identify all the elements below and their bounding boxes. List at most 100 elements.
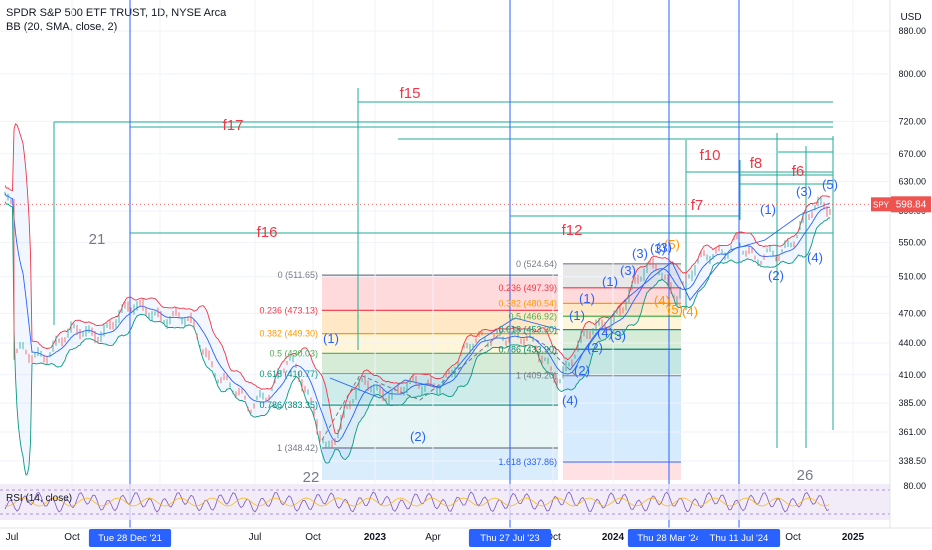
wave-label: (2) [574,363,590,378]
y-tick-label: 361.00 [898,427,926,437]
fib2-zone [563,287,681,304]
wave-label: (1) [569,308,585,323]
time-marker-tag: Thu 27 Jul '23 [480,533,539,544]
y-tick-label: 800.00 [898,69,926,79]
fib1-zone [322,275,558,311]
time-marker-tag-bg [88,529,172,547]
time-marker-tag: Tue 28 Dec '21 [98,533,162,544]
x-tick-label: Apr [425,532,441,543]
rsi-axis-label: 80.00 [903,481,926,491]
symbol-title[interactable]: SPDR S&P 500 ETF TRUST, 1D, NYSE Arca [6,7,227,19]
wave-label: (1) [579,291,595,306]
y-tick-label: 410.00 [898,370,926,380]
wave-label: (1) [760,202,776,217]
x-tick-label: Oct [64,532,80,543]
annotation-f6: f6 [792,163,805,180]
annotation-f8: f8 [750,155,763,172]
price-tag-bg [891,196,931,213]
fib2-level-label: 0.236 (497.39) [498,283,557,293]
fib2-zone-ext [563,461,681,480]
rsi-ma-line [4,497,830,507]
wave-label: (2) [410,429,426,444]
y-tick-label: 510.00 [898,272,926,282]
wave-label: (1) [323,331,339,346]
wave-label: (1) [602,274,618,289]
fib1-level-label: 1 (348.42) [277,443,318,453]
fib2-level-label: 0.786 (433.90) [498,344,557,354]
y-tick-label: 550.00 [898,238,926,248]
fib1-zone [322,353,558,374]
time-marker-tag: Thu 28 Mar '24 [637,533,701,544]
bb-lower-line [4,201,830,476]
fib2-zone [563,375,681,462]
fib2-level-label: 0.618 (453.30) [498,325,557,335]
wave-path-2 [569,202,831,371]
annotation-f16: f16 [257,224,278,241]
fib2-level-label: 0.5 (466.92) [508,311,557,321]
time-marker-tag-bg [468,529,552,547]
y-tick-label: 470.00 [898,308,926,318]
y-tick-label: 720.00 [898,116,926,126]
fib1-level-label: 0 (511.65) [278,270,318,280]
fib1-zone-ext [322,448,558,480]
fib1-level-label: 0.786 (383.35) [259,400,318,410]
annotation-count: 26 [797,467,814,484]
annotation-f17: f17 [223,117,244,134]
x-tick-label: Jul [6,532,19,543]
wave-label: (4) [654,293,670,308]
wave-label: (2) [768,268,784,283]
fib2-zone [563,329,681,350]
wave-label: (5) [667,302,683,317]
x-tick-label: Oct [545,532,561,543]
x-tick-label: Oct [305,532,321,543]
wave-label: (4) [807,250,823,265]
time-marker-tag-bg [627,529,711,547]
indicator-title[interactable]: BB (20, SMA, close, 2) [6,21,118,33]
price-tag-value: 598.84 [896,199,927,210]
y-tick-label: 440.00 [898,338,926,348]
wave-label: (5) [664,237,680,252]
price-tag-symbol-bg [871,197,891,212]
y-tick-label: 338.50 [898,456,926,466]
rsi-title: RSI (14, close) [6,493,72,504]
annotation-f15: f15 [400,85,421,102]
wave-label: (3) [632,246,648,261]
fib2-level-label: 1.618 (337.86) [498,457,557,467]
annotation-f7: f7 [691,197,704,214]
fib1-level-label: 0.618 (410.77) [259,369,318,379]
fib2-zone [563,316,681,330]
wave-label: (4) [682,304,698,319]
price-tag-symbol: SPY [873,200,890,209]
y-tick-label: 385.00 [898,398,926,408]
x-tick-label: 2024 [602,532,625,543]
chart-header: SPDR S&P 500 ETF TRUST, 1D, NYSE Arca BB… [6,6,226,34]
x-tick-label: Oct [785,532,801,543]
wave-label: (3) [650,241,666,256]
annotation-count: 22 [303,469,320,486]
bb-upper-line [4,123,830,434]
x-tick-label: Jul [249,532,262,543]
x-tick-label: 2025 [842,532,865,543]
time-marker-tag: Thu 11 Jul '24 [710,533,769,544]
fib1-level-label: 0.5 (430.03) [269,348,318,358]
fib2-level-label: 0.382 (480.54) [498,298,557,308]
wave-label: (2) [587,340,603,355]
rsi-line [4,491,830,513]
wave-label: (4) [597,325,613,340]
bb-basis-line [4,193,831,442]
wave-label: (3) [620,263,636,278]
time-marker-tag-bg [697,529,781,547]
fib2-level-label: 1 (409.20) [516,371,557,381]
fib1-level-label: 0.236 (473.13) [259,305,318,315]
y-tick-label: 670.00 [898,149,926,159]
wave-label: (3) [796,184,812,199]
wave-label: (3) [610,328,626,343]
wave-dashed-path [321,324,576,441]
y-tick-label: 630.00 [898,176,926,186]
wave-label: (3) [656,240,672,255]
fib2-zone [563,263,681,288]
annotation-f10: f10 [700,147,721,164]
wave-label: (5) [822,177,838,192]
fib2-level-label: 0 (524.64) [516,259,557,269]
